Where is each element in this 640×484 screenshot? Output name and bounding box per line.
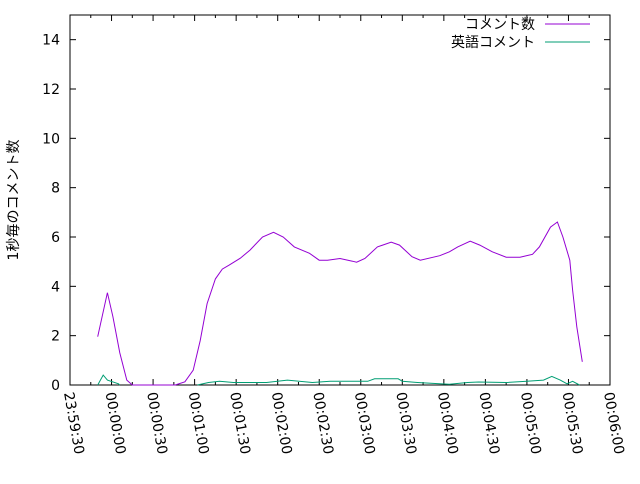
x-tick-label: 00:02:30 xyxy=(309,391,336,456)
x-tick-label: 00:06:00 xyxy=(600,391,627,456)
series-line-1 xyxy=(97,374,121,386)
legend-label-1: 英語コメント xyxy=(451,34,535,51)
series-line-0 xyxy=(97,221,583,386)
x-tick-label: 00:05:00 xyxy=(517,391,544,456)
x-tick-label: 00:01:30 xyxy=(226,391,253,456)
plot-frame xyxy=(69,14,611,386)
y-tick-label: 10 xyxy=(42,131,60,147)
axes: 0 2 4 6 8 10 12 14 23:59:30 00:00:00 00:00:30 00:01… xyxy=(42,14,627,456)
x-tick-label: 00:02:00 xyxy=(268,391,295,456)
series-lines xyxy=(97,221,583,386)
y-tick-label: 6 xyxy=(51,230,60,246)
legend: コメント数 英語コメント xyxy=(451,17,590,51)
y-tick-label: 0 xyxy=(51,378,60,394)
y-tick-label: 12 xyxy=(42,82,60,98)
x-tick-label: 00:00:00 xyxy=(102,391,129,456)
x-tick-label: 00:03:30 xyxy=(392,391,419,456)
y-tick-label: 14 xyxy=(42,33,60,49)
x-tick-label: 23:59:30 xyxy=(60,391,87,456)
x-tick-label: 00:03:00 xyxy=(351,391,378,456)
series-line-1 xyxy=(197,375,580,386)
y-tick-label: 2 xyxy=(51,329,60,345)
legend-label-0: コメント数 xyxy=(465,17,535,33)
x-tick-label: 00:05:30 xyxy=(559,391,586,456)
x-tick-label: 00:00:30 xyxy=(143,391,170,456)
x-tick-label: 00:04:00 xyxy=(434,391,461,456)
x-tick-label: 00:04:30 xyxy=(475,391,502,456)
y-tick-label: 8 xyxy=(51,181,60,197)
y-axis-label: 1秒毎のコメント数 xyxy=(6,140,22,261)
x-tick-label: 00:01:00 xyxy=(185,391,212,456)
y-tick-label: 4 xyxy=(51,279,60,295)
